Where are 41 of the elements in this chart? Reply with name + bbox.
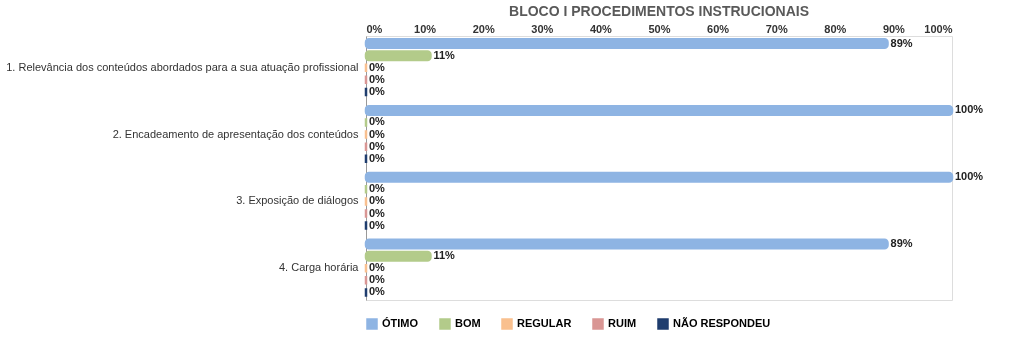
data-label: 0% [369, 139, 386, 152]
legend-label: NÃO RESPONDEU [673, 317, 771, 329]
data-label: 89% [890, 237, 913, 250]
x-tick-label: 40% [589, 22, 613, 35]
y-tick-label: 1. Relevância dos conteúdos abordados para a sua atuação profissional [6, 60, 359, 73]
legend-label: BOM [455, 317, 481, 329]
y-tick-label: 4. Carga horária [279, 261, 360, 274]
data-label: 0% [369, 115, 386, 128]
x-tick-label: 10% [414, 22, 437, 35]
data-label: 0% [369, 182, 386, 195]
data-label: 0% [369, 206, 386, 219]
x-tick-label: 30% [531, 22, 554, 35]
data-label: 0% [369, 60, 386, 73]
data-label: 0% [369, 84, 386, 97]
data-label: 0% [369, 285, 386, 298]
data-label: 11% [433, 249, 456, 262]
data-label: 0% [369, 218, 386, 231]
data-label: 0% [369, 127, 386, 140]
data-label: 0% [369, 261, 386, 274]
x-tick-label: 80% [824, 22, 847, 35]
x-tick-label: 70% [765, 22, 788, 35]
chart-title: BLOCO I PROCEDIMENTOS INSTRUCIONAIS [509, 3, 809, 19]
data-label: 100% [955, 170, 984, 183]
x-tick-label: 20% [472, 22, 495, 35]
data-label: 0% [369, 72, 386, 85]
legend-label: ÓTIMO [382, 317, 419, 329]
y-tick-label: 3. Exposição de diálogos [236, 194, 359, 207]
x-tick-label: 0% [366, 22, 383, 35]
x-tick-label: 100% [924, 22, 953, 35]
legend-label: RUIM [608, 317, 637, 329]
legend-label: REGULAR [517, 317, 572, 329]
data-label: 11% [433, 48, 456, 61]
data-label: 100% [955, 103, 984, 116]
x-tick-label: 90% [882, 22, 906, 35]
data-label: 89% [890, 36, 913, 49]
data-label: 0% [369, 194, 386, 207]
x-tick-label: 50% [648, 22, 671, 35]
data-label: 0% [369, 151, 386, 164]
x-tick-label: 60% [707, 22, 730, 35]
y-tick-label: 2. Encadeamento de apresentação dos conteúdos [112, 127, 359, 140]
data-label: 0% [369, 273, 386, 286]
